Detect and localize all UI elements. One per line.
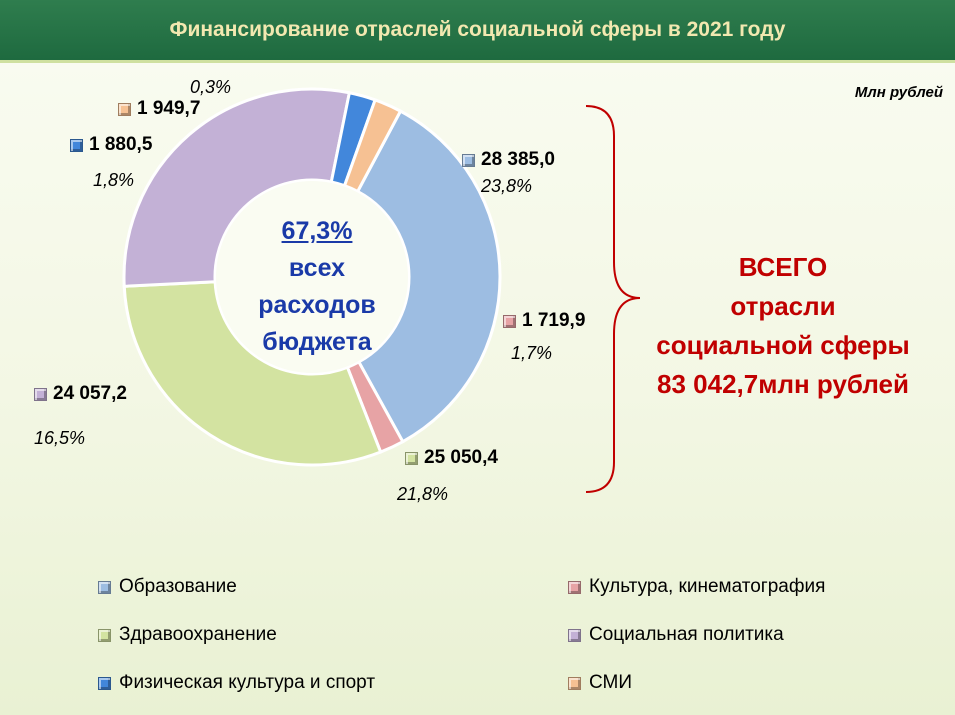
slice-value: 1 719,9 [522, 310, 586, 331]
slice-value: 1 949,7 [137, 98, 201, 119]
legend-label: СМИ [589, 672, 632, 693]
legend-label: Образование [119, 576, 237, 597]
center-line2: расходов [258, 291, 376, 319]
slice-value-label: 1 719,9 [503, 310, 585, 332]
legend-item: СМИ [568, 672, 632, 694]
total-annotation: ВСЕГО отрасли социальной сферы 83 042,7м… [628, 248, 938, 404]
legend-label: Социальная политика [589, 624, 784, 645]
legend-item: Образование [98, 576, 237, 598]
slice-value: 28 385,0 [481, 149, 555, 170]
slice-value-label: 28 385,0 [462, 149, 555, 171]
legend-marker [98, 580, 111, 594]
donut-slice [122, 87, 352, 288]
total-brace [585, 105, 641, 493]
slice-pct-label: 21,8% [397, 484, 449, 504]
slice-value: 24 057,2 [53, 383, 127, 404]
legend-item: Социальная политика [568, 624, 784, 646]
total-line2: отрасли [730, 291, 836, 321]
slice-pct-label: 16,5% [34, 428, 86, 448]
legend-marker [503, 314, 516, 328]
center-line1: всех [288, 254, 346, 282]
unit-label: Млн рублей [854, 84, 943, 101]
legend-marker [118, 102, 131, 116]
slice-value-label: 1 880,5 [70, 134, 152, 156]
total-line3: социальной сферы [656, 330, 910, 360]
slice-pct-label: 1,7% [511, 343, 553, 363]
slice-value: 25 050,4 [424, 447, 498, 468]
slice-pct-label: 1,8% [93, 170, 135, 190]
donut-slice [342, 98, 403, 194]
slice-value: 1 880,5 [89, 134, 153, 155]
legend-marker [462, 153, 475, 167]
center-share: 67,3% [281, 217, 353, 245]
legend-marker [568, 628, 581, 642]
donut-slice [122, 280, 383, 467]
legend-label: Культура, кинематография [589, 576, 826, 597]
legend-item: Здравоохранение [98, 624, 277, 646]
donut-hole [216, 181, 408, 373]
legend-label: Физическая культура и спорт [119, 672, 376, 693]
slice-value-label: 1 949,7 [118, 98, 200, 120]
legend-label: Здравоохранение [119, 624, 277, 645]
legend-marker [70, 138, 83, 152]
slice-pct-label: 23,8% [481, 176, 533, 196]
legend-marker [34, 387, 47, 401]
header-bar: Финансирование отраслей социальной сферы… [0, 0, 955, 63]
center-label: 67,3% всех расходов бюджета [232, 213, 402, 361]
total-line1: ВСЕГО [738, 252, 828, 282]
legend-item: Физическая культура и спорт [98, 672, 375, 694]
slice-pct-label: 0,3% [190, 77, 232, 97]
donut-slice [355, 109, 502, 444]
legend-marker [568, 580, 581, 594]
legend-item: Культура, кинематография [568, 576, 825, 598]
legend-marker [98, 628, 111, 642]
center-line3: бюджета [262, 328, 372, 356]
page-title: Финансирование отраслей социальной сферы… [169, 18, 786, 41]
legend-marker [568, 676, 581, 690]
legend-marker [98, 676, 111, 690]
slice-value-label: 24 057,2 [34, 383, 127, 405]
slice-value-label: 25 050,4 [405, 447, 498, 469]
legend-marker [405, 451, 418, 465]
total-line4: 83 042,7млн рублей [657, 369, 909, 399]
